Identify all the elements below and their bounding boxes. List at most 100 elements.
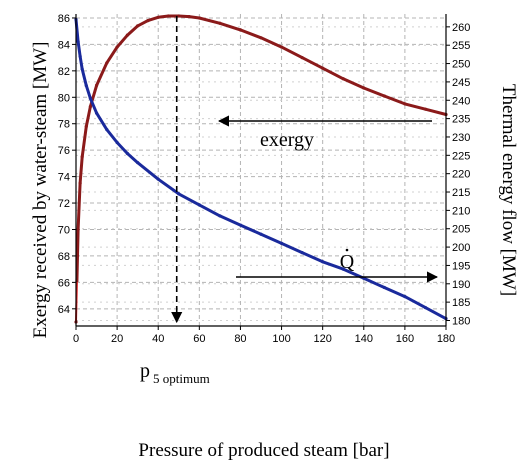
x-tick-label: 120 bbox=[313, 333, 331, 345]
series-0-point bbox=[125, 33, 129, 37]
series-0-point bbox=[187, 15, 191, 19]
x-tick-label: 0 bbox=[73, 333, 79, 345]
y-right-tick-label: 230 bbox=[452, 132, 470, 144]
series-0-point bbox=[177, 14, 181, 18]
series-0-point bbox=[105, 61, 109, 65]
exergy-label: exergy bbox=[260, 129, 314, 151]
series-1-point bbox=[321, 260, 325, 264]
y-right-tick-label: 210 bbox=[452, 205, 470, 217]
series-0-point bbox=[80, 155, 84, 159]
x-tick-label: 20 bbox=[111, 333, 123, 345]
y-right-tick-label: 245 bbox=[452, 77, 470, 89]
y-right-tick-label: 180 bbox=[452, 315, 470, 327]
y-right-tick-label: 220 bbox=[452, 169, 470, 181]
series-0-point bbox=[218, 21, 222, 25]
annotations: exergy Qp 5 optimum bbox=[140, 16, 439, 386]
series-1-point bbox=[279, 241, 284, 246]
series-0-point bbox=[146, 19, 150, 23]
y-right-tick-label: 215 bbox=[452, 187, 470, 199]
y-left-tick-label: 82 bbox=[58, 66, 70, 78]
series-0-point bbox=[94, 83, 99, 87]
series-line-0-low bbox=[75, 15, 447, 323]
y-left-tick-label: 70 bbox=[58, 224, 70, 236]
x-tick-label: 40 bbox=[152, 333, 164, 345]
y-left-tick-label: 72 bbox=[58, 198, 70, 210]
p5-subscript: 5 optimum bbox=[153, 371, 210, 386]
y-right-tick-label: 200 bbox=[452, 242, 470, 254]
series-1-point bbox=[94, 111, 99, 115]
axes: 0 20 40 60 80 100 120 140 160 180 64 66 68 70 72 74 76 78… bbox=[58, 13, 471, 345]
series-1-point bbox=[382, 285, 386, 290]
x-tick-label: 100 bbox=[272, 333, 290, 345]
series-0-point bbox=[156, 15, 160, 19]
series-1-point bbox=[125, 151, 129, 156]
series-0-point bbox=[403, 102, 407, 106]
y-left-tick-label: 78 bbox=[58, 119, 70, 131]
series-0-point bbox=[423, 107, 428, 111]
series-0-point bbox=[88, 104, 92, 109]
series-0-point bbox=[136, 24, 140, 28]
series-0-point bbox=[238, 28, 243, 32]
series-0-point bbox=[382, 94, 386, 98]
y-right-tick-label: 225 bbox=[452, 150, 470, 162]
series-1-point bbox=[76, 39, 80, 44]
series-0-point bbox=[321, 66, 325, 70]
y-right-tick-label: 250 bbox=[452, 59, 470, 71]
series-1-point bbox=[300, 250, 304, 255]
x-tick-label: 80 bbox=[234, 333, 246, 345]
y-left-tick-label: 68 bbox=[58, 251, 70, 263]
x-axis-label: Pressure of produced steam [bar] bbox=[138, 440, 389, 461]
x-tick-label: 180 bbox=[437, 333, 455, 345]
x-tick-label: 160 bbox=[396, 333, 414, 345]
y-axis-label-right: Thermal energy flow [MW] bbox=[498, 84, 519, 296]
series-0-point bbox=[259, 36, 263, 40]
y-left-tick-label: 66 bbox=[58, 277, 70, 289]
series-0-point bbox=[84, 124, 88, 128]
series-line-1 bbox=[74, 19, 447, 321]
series-1-point bbox=[423, 306, 428, 310]
series-1-point bbox=[341, 267, 345, 271]
series-1-point bbox=[238, 223, 243, 227]
series-line-0 bbox=[74, 14, 447, 323]
series-0-point bbox=[341, 77, 345, 81]
y-left-tick-label: 74 bbox=[58, 172, 70, 184]
y-right-tick-label: 235 bbox=[452, 114, 470, 126]
y-right-tick-label: 205 bbox=[452, 224, 470, 236]
y-right-tick-label: 195 bbox=[452, 260, 470, 272]
p5-label: p bbox=[140, 360, 150, 382]
series-0-point bbox=[300, 56, 304, 60]
series-1-point bbox=[156, 177, 160, 181]
series-1-point bbox=[218, 214, 222, 218]
x-tick-label: 140 bbox=[355, 333, 373, 345]
series-0-point bbox=[279, 45, 284, 49]
y-left-tick-label: 84 bbox=[58, 39, 70, 51]
series-1-point bbox=[84, 83, 88, 88]
y-right-tick-label: 260 bbox=[452, 22, 470, 34]
y-right-tick-label: 185 bbox=[452, 297, 470, 309]
series-1-point bbox=[88, 96, 92, 101]
q-label: Q bbox=[340, 251, 355, 273]
grid bbox=[76, 14, 446, 326]
y-left-tick-label: 86 bbox=[58, 13, 70, 25]
y-left-tick-label: 76 bbox=[58, 145, 70, 157]
series-0-point bbox=[362, 86, 366, 90]
series-1-point bbox=[136, 161, 140, 165]
series-1-point bbox=[115, 140, 119, 145]
y-left-tick-label: 80 bbox=[58, 92, 70, 104]
q-dot bbox=[345, 248, 349, 252]
series-1-point bbox=[259, 232, 263, 236]
y-axis-label-left: Exergy received by water-steam [MW] bbox=[30, 42, 51, 339]
series-0-point bbox=[78, 181, 82, 185]
y-left-tick-label: 64 bbox=[58, 304, 70, 316]
series-1-point bbox=[105, 128, 109, 132]
y-right-tick-label: 255 bbox=[452, 40, 470, 52]
y-right-tick-label: 240 bbox=[452, 95, 470, 107]
series-1-point bbox=[80, 67, 84, 71]
series-1-point bbox=[197, 203, 201, 207]
x-tick-label: 60 bbox=[193, 333, 205, 345]
series-1-point bbox=[177, 192, 181, 196]
series-0-point bbox=[166, 14, 171, 18]
series-1-point bbox=[78, 54, 82, 58]
series-0-point bbox=[76, 227, 80, 232]
